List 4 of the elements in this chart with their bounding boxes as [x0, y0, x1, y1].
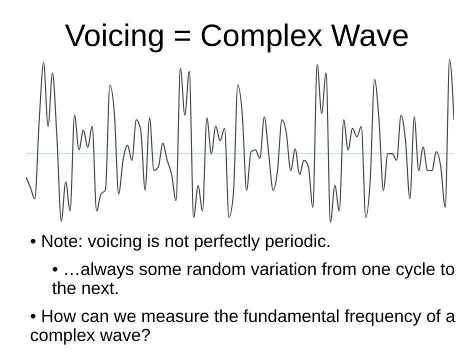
text: • Note: voicing is not perfectly periodic.: [30, 231, 331, 251]
text: • …always some random variation from one cycle to the next.: [52, 259, 455, 298]
chart-title: Voicing = Complex Wave: [64, 18, 410, 54]
text: • How can we measure the fundamental frequency of a complex wave?: [30, 306, 456, 345]
